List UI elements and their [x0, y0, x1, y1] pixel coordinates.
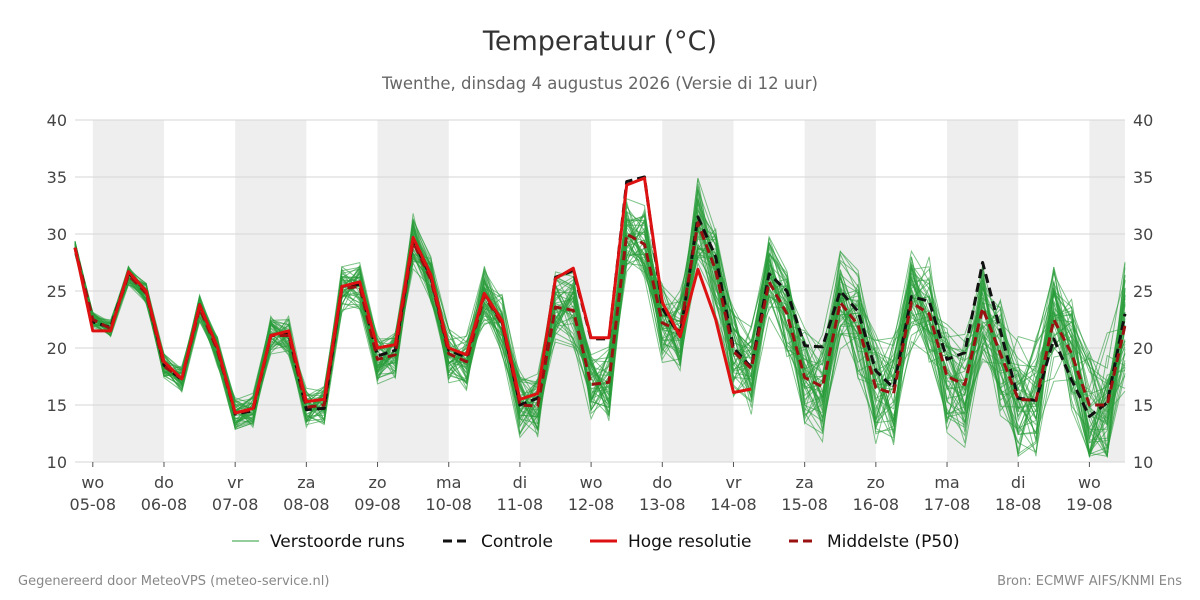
x-tick-date-10-08: 10-08	[425, 495, 472, 514]
y-tick-right-20: 20	[1133, 339, 1153, 358]
x-tick-day-14-08: vr	[725, 473, 741, 492]
x-tick-date-15-08: 15-08	[781, 495, 828, 514]
chart-subtitle: Twenthe, dinsdag 4 augustus 2026 (Versie…	[381, 74, 818, 93]
x-tick-date-18-08: 18-08	[995, 495, 1042, 514]
y-tick-left-30: 30	[47, 225, 67, 244]
ensemble-member-32	[74, 235, 1126, 459]
x-tick-day-12-08: wo	[580, 473, 603, 492]
x-tick-day-18-08: di	[1011, 473, 1026, 492]
x-tick-day-10-08: ma	[436, 473, 461, 492]
y-tick-right-10: 10	[1133, 453, 1153, 472]
x-axis: wo 05-08 do 06-08 vr 07-08 za 08-08 zo 09-08 ma 10-…	[70, 462, 1113, 514]
y-tick-left-20: 20	[47, 339, 67, 358]
y-tick-left-35: 35	[47, 168, 67, 187]
y-tick-left-15: 15	[47, 396, 67, 415]
ensemble-member-43	[74, 241, 1126, 436]
x-tick-date-09-08: 09-08	[354, 495, 401, 514]
x-tick-date-14-08: 14-08	[710, 495, 757, 514]
x-tick-day-08-08: za	[297, 473, 315, 492]
x-tick-day-05-08: wo	[81, 473, 104, 492]
legend: Verstoorde runs Controle Hoge resolutie Mid…	[232, 532, 960, 552]
y-tick-right-30: 30	[1133, 225, 1153, 244]
x-tick-date-19-08: 19-08	[1066, 495, 1113, 514]
ensemble-member-46	[74, 198, 1126, 454]
y-tick-right-35: 35	[1133, 168, 1153, 187]
footer-generated-by: Gegenereerd door MeteoVPS (meteo-service…	[18, 574, 329, 589]
x-tick-day-17-08: ma	[934, 473, 959, 492]
x-tick-date-17-08: 17-08	[924, 495, 971, 514]
y-tick-right-25: 25	[1133, 282, 1153, 301]
footer-source: Bron: ECMWF AIFS/KNMI Ens	[997, 574, 1182, 589]
y-axis: 10 10 15 15 20 20 25 25 30 30 35 35 40 40	[47, 111, 1154, 472]
chart-title: Temperatuur (°C)	[482, 26, 717, 57]
x-tick-date-05-08: 05-08	[70, 495, 117, 514]
x-tick-date-11-08: 11-08	[497, 495, 544, 514]
y-tick-left-10: 10	[47, 453, 67, 472]
x-tick-date-07-08: 07-08	[212, 495, 259, 514]
legend-label-0: Verstoorde runs	[270, 532, 405, 552]
x-tick-date-06-08: 06-08	[141, 495, 188, 514]
y-tick-left-40: 40	[47, 111, 67, 130]
ensemble-member-48	[74, 224, 1126, 427]
x-tick-day-07-08: vr	[227, 473, 243, 492]
x-tick-date-13-08: 13-08	[639, 495, 686, 514]
x-tick-day-16-08: zo	[867, 473, 885, 492]
x-tick-day-19-08: wo	[1078, 473, 1101, 492]
legend-label-1: Controle	[481, 532, 553, 552]
legend-label-3: Middelste (P50)	[827, 532, 960, 552]
x-tick-day-15-08: za	[796, 473, 814, 492]
ensemble-member-34	[74, 225, 1126, 457]
x-tick-date-12-08: 12-08	[568, 495, 615, 514]
ensemble-member-44	[74, 226, 1126, 449]
main-series-lines	[73, 175, 1127, 418]
y-tick-left-25: 25	[47, 282, 67, 301]
x-tick-day-11-08: di	[513, 473, 528, 492]
ensemble-member-49	[74, 199, 1126, 457]
series-line-middelste-p50	[73, 221, 1127, 415]
x-tick-day-13-08: do	[652, 473, 672, 492]
y-tick-right-15: 15	[1133, 396, 1153, 415]
x-tick-day-06-08: do	[154, 473, 174, 492]
x-tick-day-09-08: zo	[368, 473, 386, 492]
legend-label-2: Hoge resolutie	[628, 532, 752, 552]
x-tick-date-16-08: 16-08	[853, 495, 900, 514]
y-tick-right-40: 40	[1133, 111, 1153, 130]
x-tick-date-08-08: 08-08	[283, 495, 330, 514]
series-line-hoge-resolutie	[73, 176, 752, 415]
grid-lines	[75, 119, 1125, 463]
